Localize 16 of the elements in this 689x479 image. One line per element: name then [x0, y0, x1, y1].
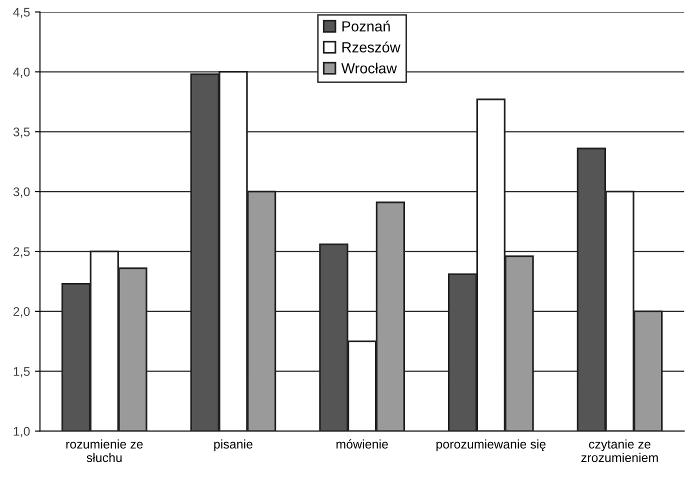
- x-tick-label: porozumiewanie się: [436, 439, 546, 452]
- y-tick-label: 2,0: [13, 307, 30, 318]
- legend-label: Poznań: [342, 20, 390, 32]
- x-tick-label: mówienie: [336, 439, 388, 449]
- y-tick-label: 3,0: [13, 187, 30, 198]
- legend-label: Rzeszów: [342, 42, 400, 52]
- legend-label: Wrocław: [341, 62, 397, 74]
- x-tick-label: pisanie: [214, 439, 252, 452]
- y-tick-label: 3,5: [13, 128, 30, 138]
- y-tick-label: 4,5: [13, 8, 30, 18]
- y-tick-label: 1,5: [14, 367, 30, 378]
- y-tick-label: 1,0: [14, 426, 30, 438]
- y-tick-label: 4,0: [13, 68, 30, 78]
- x-tick-label: czytanie ze zrozumieniem: [581, 439, 658, 462]
- y-tick-label: 2,5: [13, 247, 30, 258]
- x-tick-label: rozumienie ze słuchu: [66, 439, 143, 462]
